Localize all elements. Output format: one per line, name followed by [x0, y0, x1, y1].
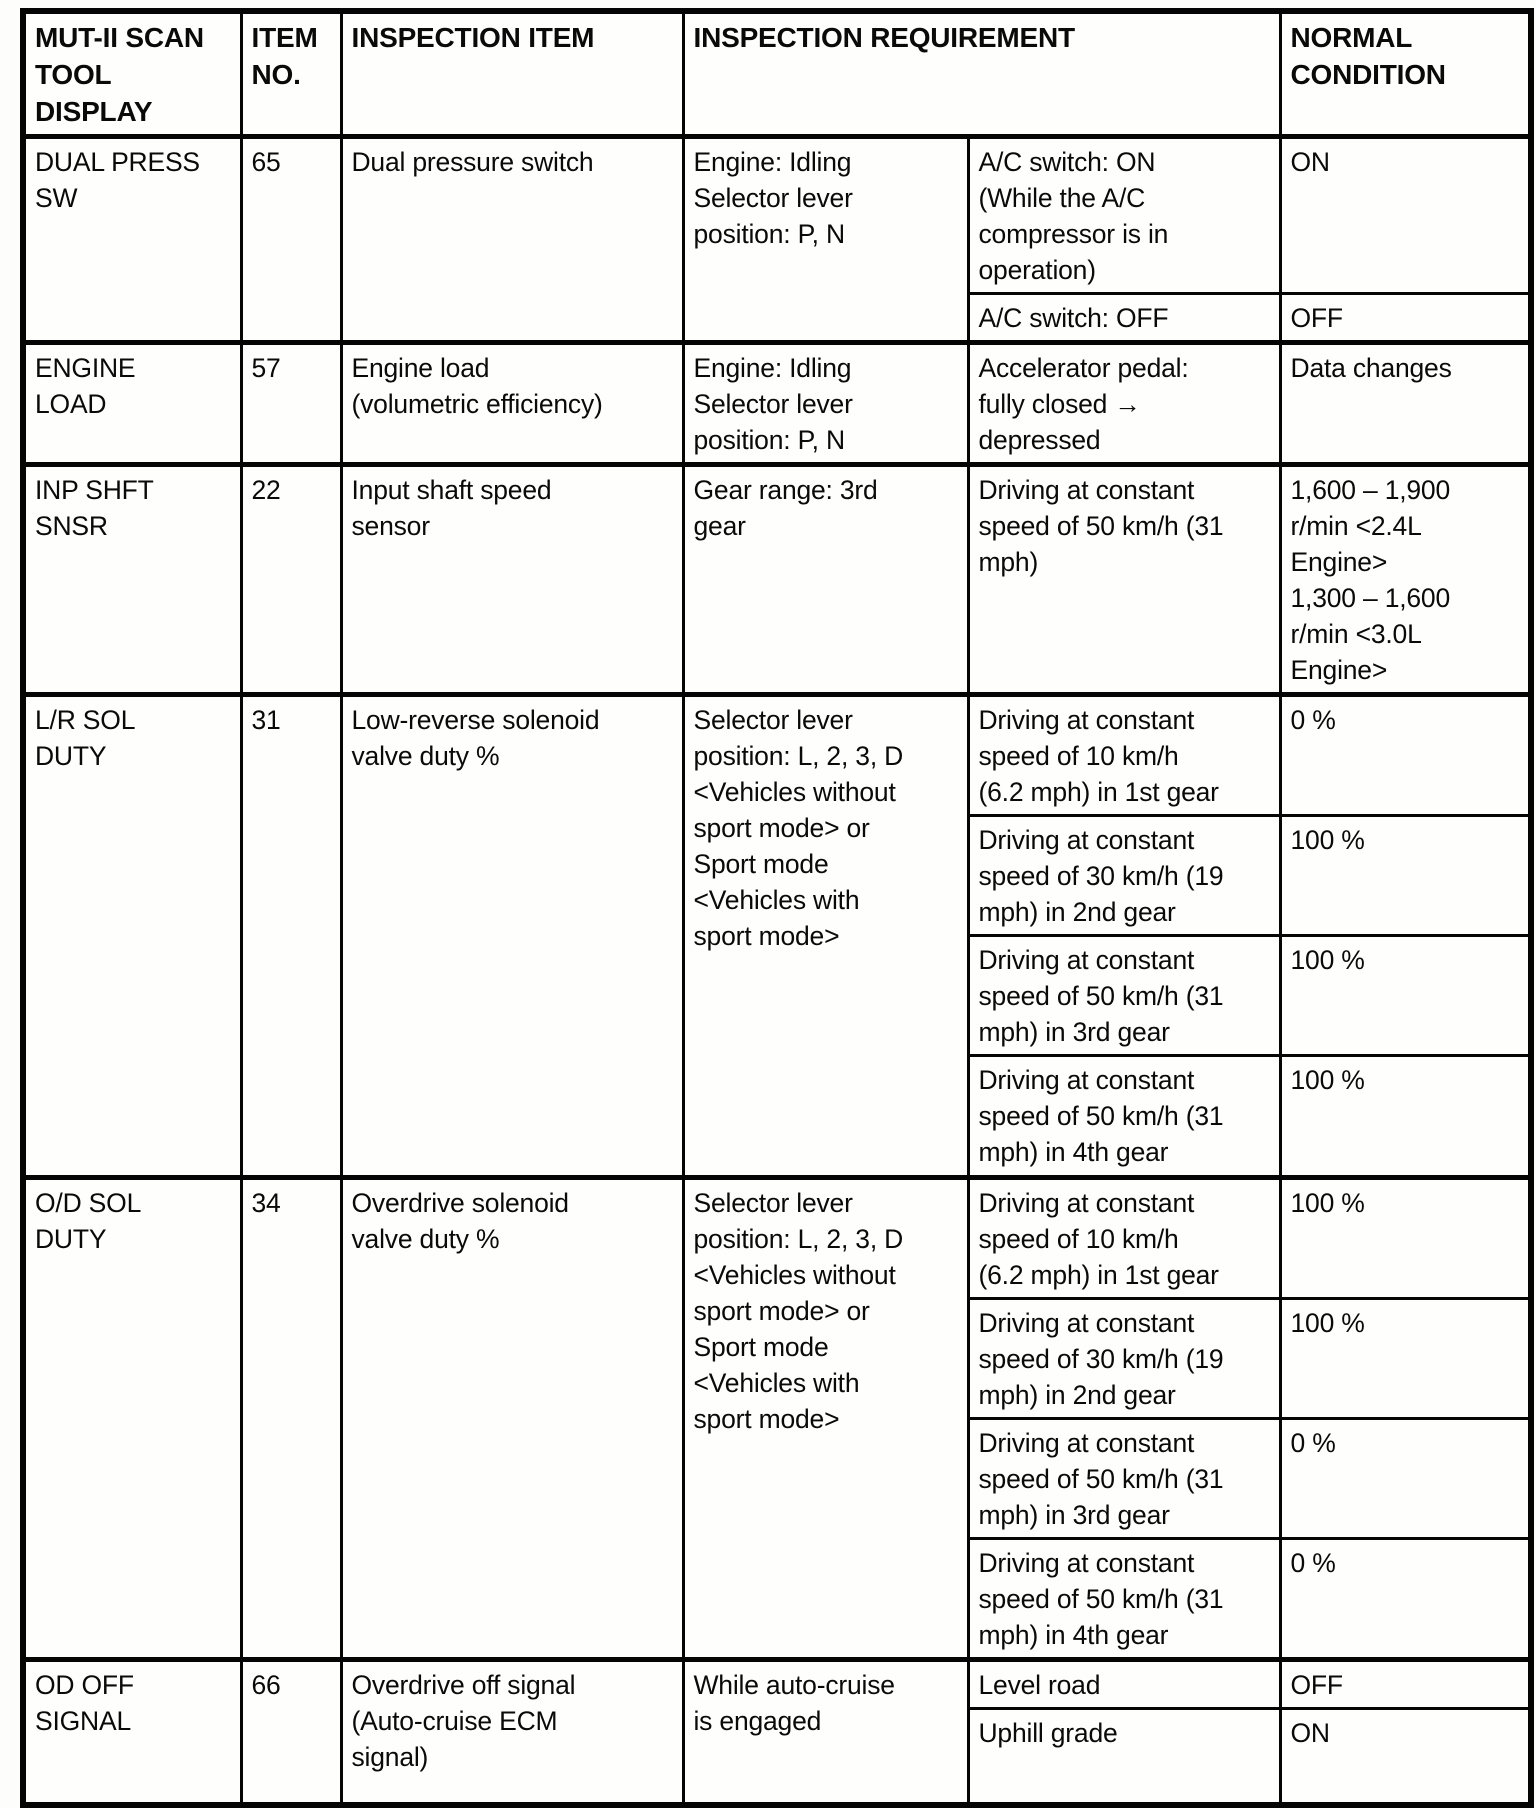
table-row: Driving at constant speed of 50 km/h (31… — [23, 1417, 1533, 1540]
cell-inspection-item: Low-reverse solenoid valve duty % — [339, 692, 685, 1179]
header-scan-tool-display: MUT-II SCAN TOOL DISPLAY — [21, 9, 243, 139]
cell-normal-condition: 100 % — [1278, 1054, 1533, 1179]
cell-requirement-condition: Level road — [966, 1657, 1282, 1710]
cell-normal-condition: ON — [1278, 1707, 1533, 1806]
cell-requirement-condition: Driving at constant speed of 50 km/h (31… — [966, 1537, 1282, 1661]
table-row: OD OFF SIGNAL 66 Overdrive off signal (A… — [21, 1657, 1533, 1806]
cell-requirement-condition: Driving at constant speed of 30 km/h (19… — [966, 814, 1282, 937]
cell-requirement-main: Selector lever position: L, 2, 3, D <Veh… — [681, 692, 970, 1179]
cell-inspection-item: Overdrive solenoid valve duty % — [339, 1175, 685, 1661]
cell-scan-tool-display: O/D SOL DUTY — [21, 1175, 243, 1661]
table-row: INP SHFT SNSR 22 Input shaft speed senso… — [21, 462, 1533, 696]
cell-requirement-condition: Driving at constant speed of 10 km/h (6.… — [966, 1175, 1282, 1300]
cell-scan-tool-display: OD OFF SIGNAL — [21, 1657, 243, 1806]
header-item-no: ITEM NO. — [239, 9, 343, 139]
cell-item-no: 66 — [239, 1657, 343, 1806]
cell-requirement-condition: Driving at constant speed of 50 km/h (31… — [966, 1417, 1282, 1540]
cell-requirement-condition: Driving at constant speed of 10 km/h (6.… — [966, 692, 1282, 817]
cell-item-no: 22 — [239, 462, 343, 696]
cell-normal-condition: 100 % — [1278, 934, 1533, 1057]
cell-requirement-main: While auto-cruise is engaged — [681, 1657, 970, 1806]
table-row: O/D SOL DUTY 34 Overdrive solenoid valve… — [21, 1175, 1533, 1661]
cell-normal-condition: 100 % — [1278, 814, 1533, 937]
cell-inspection-item: Overdrive off signal (Auto-cruise ECM si… — [339, 1657, 685, 1806]
scan-tool-data-table: MUT-II SCAN TOOL DISPLAY ITEM NO. INSPEC… — [20, 8, 1535, 1808]
header-row: MUT-II SCAN TOOL DISPLAY ITEM NO. INSPEC… — [21, 9, 1533, 139]
scanned-page: MUT-II SCAN TOOL DISPLAY ITEM NO. INSPEC… — [20, 8, 1535, 1808]
cell-scan-tool-display: L/R SOL DUTY — [21, 692, 243, 1179]
table-row: DUAL PRESS SW 65 Dual pressure switch En… — [21, 134, 1533, 344]
cell-scan-tool-display: INP SHFT SNSR — [21, 462, 243, 696]
header-normal-condition: NORMAL CONDITION — [1278, 9, 1533, 139]
table-row: Driving at constant speed of 30 km/h (19… — [23, 814, 1533, 937]
cell-normal-condition: 100 % — [1278, 1297, 1533, 1420]
table-row: L/R SOL DUTY 31 Low-reverse solenoid val… — [21, 692, 1533, 1179]
cell-requirement-condition: Accelerator pedal: fully closed → depres… — [966, 340, 1282, 466]
cell-item-no: 31 — [239, 692, 343, 1179]
cell-normal-condition: 1,600 – 1,900 r/min <2.4L Engine> 1,300 … — [1278, 462, 1533, 696]
cell-normal-condition: 100 % — [1278, 1175, 1533, 1300]
cell-inspection-item: Input shaft speed sensor — [339, 462, 685, 696]
cell-requirement-condition: Driving at constant speed of 30 km/h (19… — [966, 1297, 1282, 1420]
cell-scan-tool-display: DUAL PRESS SW — [21, 134, 243, 344]
header-inspection-requirement: INSPECTION REQUIREMENT — [681, 9, 1282, 139]
cell-item-no: 34 — [239, 1175, 343, 1661]
cell-normal-condition: OFF — [1278, 292, 1533, 344]
cell-scan-tool-display: ENGINE LOAD — [21, 340, 243, 466]
cell-requirement-condition: Driving at constant speed of 50 km/h (31… — [966, 1054, 1282, 1179]
cell-requirement-condition: A/C switch: ON (While the A/C compressor… — [966, 134, 1282, 295]
table-row: ENGINE LOAD 57 Engine load (volumetric e… — [21, 340, 1533, 466]
cell-requirement-main: Gear range: 3rd gear — [681, 462, 970, 696]
cell-requirement-condition: A/C switch: OFF — [966, 292, 1282, 344]
table-row: A/C switch: OFF OFF — [23, 292, 1533, 344]
cell-normal-condition: 0 % — [1278, 1537, 1533, 1661]
cell-requirement-main: Engine: Idling Selector lever position: … — [681, 134, 970, 344]
cell-item-no: 57 — [239, 340, 343, 466]
cell-normal-condition: 0 % — [1278, 1417, 1533, 1540]
cell-normal-condition: OFF — [1278, 1657, 1533, 1710]
cell-normal-condition: ON — [1278, 134, 1533, 295]
cell-normal-condition: Data changes — [1278, 340, 1533, 466]
cell-inspection-item: Engine load (volumetric efficiency) — [339, 340, 685, 466]
table-row: Driving at constant speed of 50 km/h (31… — [23, 934, 1533, 1057]
cell-inspection-item: Dual pressure switch — [339, 134, 685, 344]
header-inspection-item: INSPECTION ITEM — [339, 9, 685, 139]
cell-requirement-condition: Uphill grade — [966, 1707, 1282, 1806]
cell-item-no: 65 — [239, 134, 343, 344]
cell-requirement-condition: Driving at constant speed of 50 km/h (31… — [966, 934, 1282, 1057]
cell-requirement-main: Engine: Idling Selector lever position: … — [681, 340, 970, 466]
table-row: Driving at constant speed of 50 km/h (31… — [23, 1537, 1533, 1661]
table-row: Driving at constant speed of 50 km/h (31… — [23, 1054, 1533, 1179]
cell-normal-condition: 0 % — [1278, 692, 1533, 817]
cell-requirement-condition: Driving at constant speed of 50 km/h (31… — [966, 462, 1282, 696]
cell-requirement-main: Selector lever position: L, 2, 3, D <Veh… — [681, 1175, 970, 1661]
table-row: Driving at constant speed of 30 km/h (19… — [23, 1297, 1533, 1420]
